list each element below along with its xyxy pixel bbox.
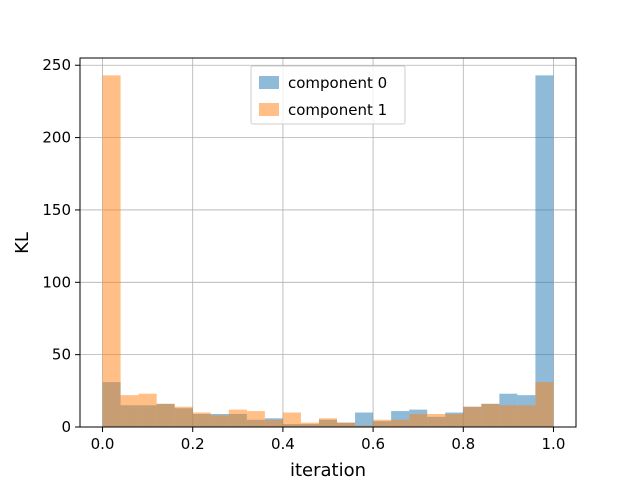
- bar-series-1: [445, 413, 464, 427]
- y-tick-label: 50: [52, 346, 71, 364]
- x-tick-label: 0.0: [91, 435, 115, 453]
- x-tick-label: 0.4: [271, 435, 295, 453]
- bar-series-0: [535, 75, 554, 427]
- legend-box: [250, 65, 406, 125]
- y-tick-label: 150: [42, 201, 71, 219]
- bar-series-1: [427, 413, 446, 427]
- bar-series-1: [210, 415, 229, 427]
- axes-frame: [79, 57, 577, 428]
- x-tick-label: 1.0: [542, 435, 566, 453]
- bar-series-1: [355, 425, 374, 427]
- y-tick-label: 250: [42, 56, 71, 74]
- legend-label: component 0: [288, 74, 387, 92]
- bar-series-1: [409, 413, 428, 427]
- y-tick-label: 200: [42, 129, 71, 147]
- bar-series-1: [138, 393, 157, 427]
- x-tick-label: 0.8: [451, 435, 475, 453]
- y-tick-label: 0: [61, 418, 71, 436]
- y-axis-label: KL: [12, 232, 33, 254]
- bar-series-1: [300, 422, 319, 427]
- bar-series-1: [318, 418, 338, 427]
- y-tick-label: 100: [42, 273, 71, 291]
- bar-series-1: [517, 405, 536, 427]
- x-tick-label: 0.6: [361, 435, 385, 453]
- legend-swatch: [259, 76, 279, 89]
- bar-series-1: [228, 409, 247, 427]
- bar-series-1: [156, 403, 175, 427]
- bar-series-1: [535, 382, 554, 427]
- bar-series-1: [391, 419, 410, 427]
- bar-series-1: [246, 411, 265, 427]
- legend-swatch: [259, 103, 279, 116]
- bar-series-1: [337, 422, 356, 427]
- bars: [102, 75, 554, 427]
- bar-series-1: [499, 405, 518, 427]
- x-tick-label: 0.2: [181, 435, 205, 453]
- bar-series-1: [481, 403, 500, 427]
- x-axis-label: iteration: [290, 460, 366, 480]
- bar-series-1: [102, 75, 121, 427]
- bar-series-1: [174, 406, 193, 427]
- bar-series-0: [355, 412, 374, 427]
- bar-series-1: [264, 419, 283, 427]
- bar-series-1: [282, 412, 301, 427]
- bar-series-1: [192, 412, 211, 427]
- axis-ticks: 0.0 0.2 0.4 0.6 0.8 1.0 0 50 100 150 200 250: [42, 56, 565, 453]
- bar-series-1: [120, 395, 139, 427]
- legend-label: component 1: [288, 101, 387, 119]
- legend: component 0 component 1: [250, 65, 406, 125]
- bar-series-1: [373, 419, 392, 427]
- bar-series-1: [463, 406, 482, 427]
